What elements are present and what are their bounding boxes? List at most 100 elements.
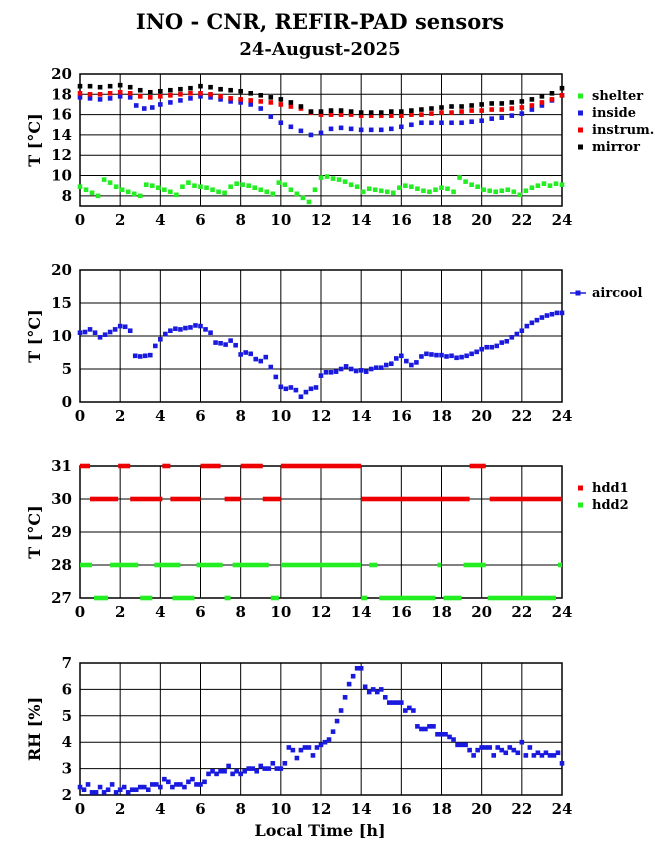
x-tick-label: 14 — [351, 603, 372, 621]
data-point — [141, 106, 147, 111]
x-tick-label: 20 — [471, 211, 492, 229]
data-point — [429, 111, 434, 116]
data-segment — [224, 496, 241, 502]
data-point — [218, 340, 223, 346]
legend-label: aircool — [592, 286, 642, 301]
data-point — [298, 394, 304, 400]
data-point — [529, 185, 535, 191]
data-segment — [240, 463, 263, 469]
data-point — [469, 108, 474, 113]
data-point — [348, 182, 354, 187]
data-point — [318, 130, 324, 136]
data-point — [122, 324, 128, 330]
data-point — [338, 708, 344, 713]
y-tick-label: 14 — [51, 126, 72, 144]
data-point — [479, 102, 484, 107]
data-point — [328, 112, 334, 117]
x-tick-label: 24 — [552, 800, 573, 818]
plot-frame — [79, 269, 563, 403]
data-point — [539, 103, 545, 108]
data-point — [87, 327, 93, 332]
data-point — [454, 355, 459, 361]
y-tick-label: 8 — [62, 187, 72, 205]
data-point — [188, 96, 193, 101]
data-point — [282, 761, 288, 766]
data-point — [524, 323, 530, 329]
data-segment — [437, 562, 442, 568]
data-point — [338, 366, 344, 372]
data-point — [228, 96, 233, 101]
data-point — [218, 94, 223, 99]
data-point — [391, 700, 396, 705]
data-segment — [94, 595, 109, 601]
data-point — [383, 362, 389, 368]
data-point — [541, 181, 547, 186]
data-point — [328, 126, 334, 132]
data-point — [409, 112, 414, 117]
data-segment — [196, 562, 223, 568]
data-point — [449, 120, 454, 126]
data-point — [203, 327, 208, 332]
data-point — [113, 184, 119, 190]
data-point — [290, 747, 296, 753]
data-point — [358, 127, 364, 133]
y-tick-label: 31 — [51, 457, 72, 475]
y-tick-label: 5 — [62, 360, 72, 378]
data-point — [463, 742, 468, 748]
data-point — [511, 189, 517, 195]
data-point — [293, 387, 299, 393]
data-point — [266, 766, 272, 771]
x-tick-label: 0 — [75, 603, 85, 621]
data-point — [218, 768, 223, 774]
data-point — [489, 116, 495, 121]
data-point — [125, 790, 131, 795]
data-point — [263, 354, 269, 360]
data-point — [539, 753, 545, 758]
data-point — [303, 389, 309, 395]
data-point — [483, 745, 488, 750]
x-tick-label: 22 — [511, 603, 532, 621]
data-segment — [172, 595, 195, 601]
data-point — [198, 184, 203, 190]
data-point — [92, 330, 98, 335]
data-point — [278, 384, 284, 390]
data-point — [519, 99, 525, 104]
data-point — [445, 186, 450, 192]
legend-label: shelter — [592, 89, 643, 104]
data-point — [166, 779, 171, 785]
data-point — [198, 94, 203, 99]
data-segment — [162, 463, 171, 469]
data-point — [308, 132, 314, 138]
data-point — [539, 100, 545, 105]
data-point — [238, 352, 243, 357]
data-point — [243, 350, 248, 355]
data-point — [286, 745, 292, 750]
data-segment — [130, 496, 163, 502]
data-point — [547, 753, 553, 758]
data-point — [469, 182, 474, 187]
x-tick-label: 8 — [235, 800, 245, 818]
data-point — [192, 183, 197, 188]
data-point — [439, 105, 444, 110]
data-segment — [280, 562, 362, 568]
data-point — [503, 750, 509, 756]
data-point — [129, 787, 135, 793]
data-point — [101, 177, 107, 182]
series-mirror — [77, 82, 565, 115]
data-point — [258, 93, 264, 98]
x-tick-label: 12 — [311, 407, 332, 425]
x-tick-label: 12 — [311, 211, 332, 229]
data-point — [348, 112, 354, 117]
data-point — [117, 82, 123, 88]
y-tick-label: 27 — [51, 589, 72, 607]
data-point — [117, 787, 123, 793]
data-point — [348, 366, 354, 372]
data-point — [213, 340, 218, 345]
data-point — [439, 185, 444, 191]
data-point — [469, 119, 474, 125]
data-point — [242, 768, 247, 774]
data-point — [298, 104, 304, 109]
data-point — [451, 737, 456, 742]
data-point — [491, 753, 497, 758]
data-point — [322, 739, 328, 745]
